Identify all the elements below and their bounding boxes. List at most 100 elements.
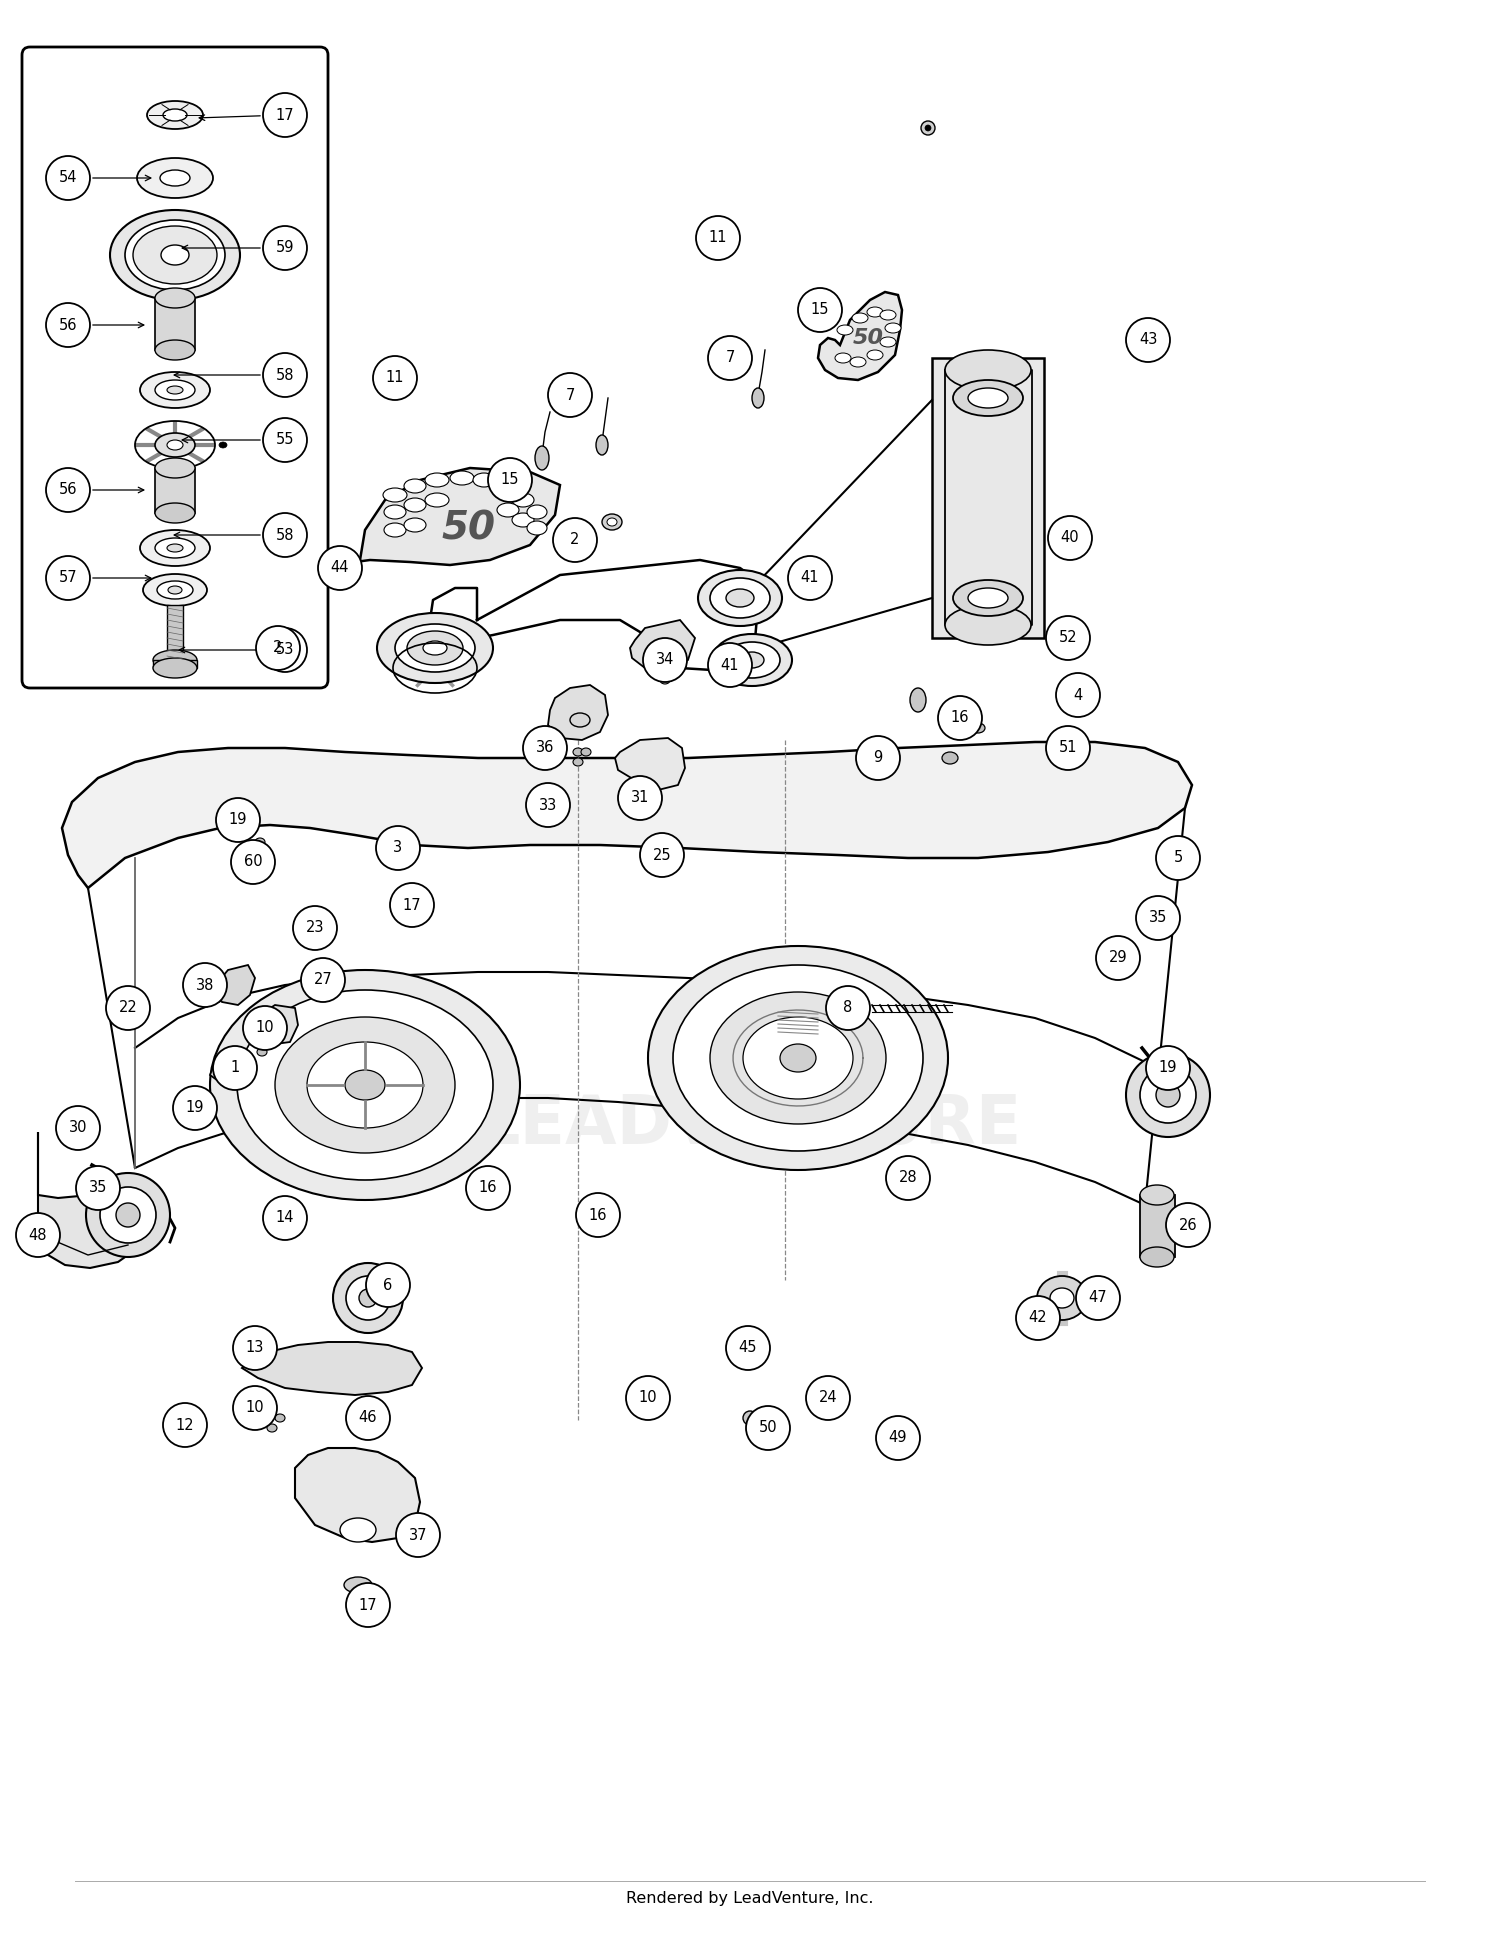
Polygon shape [62, 741, 1192, 887]
Ellipse shape [153, 650, 197, 670]
Ellipse shape [404, 479, 426, 493]
Text: 58: 58 [276, 367, 294, 382]
Text: 7: 7 [566, 388, 574, 402]
Circle shape [262, 93, 308, 138]
Ellipse shape [752, 388, 764, 408]
Ellipse shape [394, 623, 476, 672]
Text: 60: 60 [243, 854, 262, 870]
Circle shape [1136, 897, 1180, 939]
Ellipse shape [710, 578, 770, 617]
Circle shape [488, 458, 532, 503]
Ellipse shape [424, 474, 448, 487]
Text: 16: 16 [951, 710, 969, 726]
Ellipse shape [327, 988, 338, 996]
Circle shape [390, 883, 433, 928]
Ellipse shape [136, 157, 213, 198]
Bar [1140, 1196, 1174, 1258]
Circle shape [626, 1376, 670, 1421]
Text: 47: 47 [1089, 1291, 1107, 1306]
Ellipse shape [942, 751, 958, 765]
Ellipse shape [110, 210, 240, 301]
Ellipse shape [219, 443, 226, 448]
Text: 43: 43 [1138, 332, 1156, 347]
Ellipse shape [320, 932, 330, 939]
Ellipse shape [536, 446, 549, 470]
Ellipse shape [153, 658, 197, 677]
Ellipse shape [370, 1413, 380, 1423]
Ellipse shape [154, 538, 195, 557]
Circle shape [231, 840, 274, 883]
Circle shape [56, 1106, 100, 1149]
Text: 33: 33 [538, 798, 556, 813]
Circle shape [46, 155, 90, 200]
Circle shape [1096, 936, 1140, 980]
Text: 19: 19 [1158, 1060, 1178, 1075]
Ellipse shape [255, 839, 266, 846]
Ellipse shape [867, 307, 883, 316]
Circle shape [1126, 318, 1170, 363]
Circle shape [806, 1376, 850, 1421]
Circle shape [262, 629, 308, 672]
Ellipse shape [472, 474, 495, 487]
Ellipse shape [698, 571, 782, 627]
Circle shape [376, 827, 420, 870]
Text: 23: 23 [306, 920, 324, 936]
Ellipse shape [710, 992, 886, 1124]
Circle shape [554, 518, 597, 563]
Circle shape [1156, 837, 1200, 879]
Circle shape [524, 726, 567, 771]
Text: 12: 12 [176, 1417, 195, 1432]
Ellipse shape [166, 386, 183, 394]
Ellipse shape [968, 388, 1008, 408]
Text: 24: 24 [819, 1390, 837, 1405]
Text: 56: 56 [58, 318, 78, 332]
Ellipse shape [308, 1042, 423, 1128]
Ellipse shape [254, 864, 262, 872]
Ellipse shape [512, 512, 534, 528]
Circle shape [16, 1213, 60, 1258]
Circle shape [262, 1196, 308, 1240]
Text: 4: 4 [1074, 687, 1083, 703]
Text: 19: 19 [186, 1101, 204, 1116]
Ellipse shape [1050, 1289, 1074, 1308]
Circle shape [164, 1403, 207, 1446]
Circle shape [576, 1194, 620, 1236]
Polygon shape [252, 1005, 298, 1044]
Text: 54: 54 [58, 171, 78, 186]
Text: LV
LEADVENTURE: LV LEADVENTURE [478, 1015, 1022, 1159]
Circle shape [346, 1584, 390, 1627]
Ellipse shape [968, 588, 1008, 608]
Text: 16: 16 [588, 1207, 608, 1223]
Ellipse shape [867, 349, 883, 359]
Ellipse shape [164, 109, 188, 120]
Ellipse shape [926, 124, 932, 130]
Polygon shape [356, 468, 560, 573]
Polygon shape [214, 965, 255, 1005]
Circle shape [172, 1087, 217, 1130]
Ellipse shape [154, 433, 195, 456]
Text: 50: 50 [759, 1421, 777, 1436]
Text: 11: 11 [708, 231, 728, 245]
Ellipse shape [880, 338, 896, 347]
Text: 49: 49 [888, 1431, 908, 1446]
Text: 34: 34 [656, 652, 674, 668]
Text: 57: 57 [58, 571, 78, 586]
Text: 9: 9 [873, 751, 882, 765]
Circle shape [548, 373, 592, 417]
Ellipse shape [726, 588, 754, 608]
Text: 53: 53 [276, 642, 294, 658]
Circle shape [1146, 1046, 1190, 1091]
Text: 19: 19 [228, 813, 248, 827]
Ellipse shape [260, 1413, 270, 1423]
Circle shape [876, 1417, 920, 1460]
Ellipse shape [210, 970, 520, 1200]
Circle shape [618, 776, 662, 819]
Text: 44: 44 [330, 561, 350, 575]
Ellipse shape [648, 945, 948, 1170]
Ellipse shape [147, 101, 202, 128]
Ellipse shape [384, 522, 406, 538]
Ellipse shape [1156, 1083, 1180, 1106]
Text: 15: 15 [810, 303, 830, 318]
Text: 46: 46 [358, 1411, 378, 1425]
Ellipse shape [645, 658, 656, 666]
